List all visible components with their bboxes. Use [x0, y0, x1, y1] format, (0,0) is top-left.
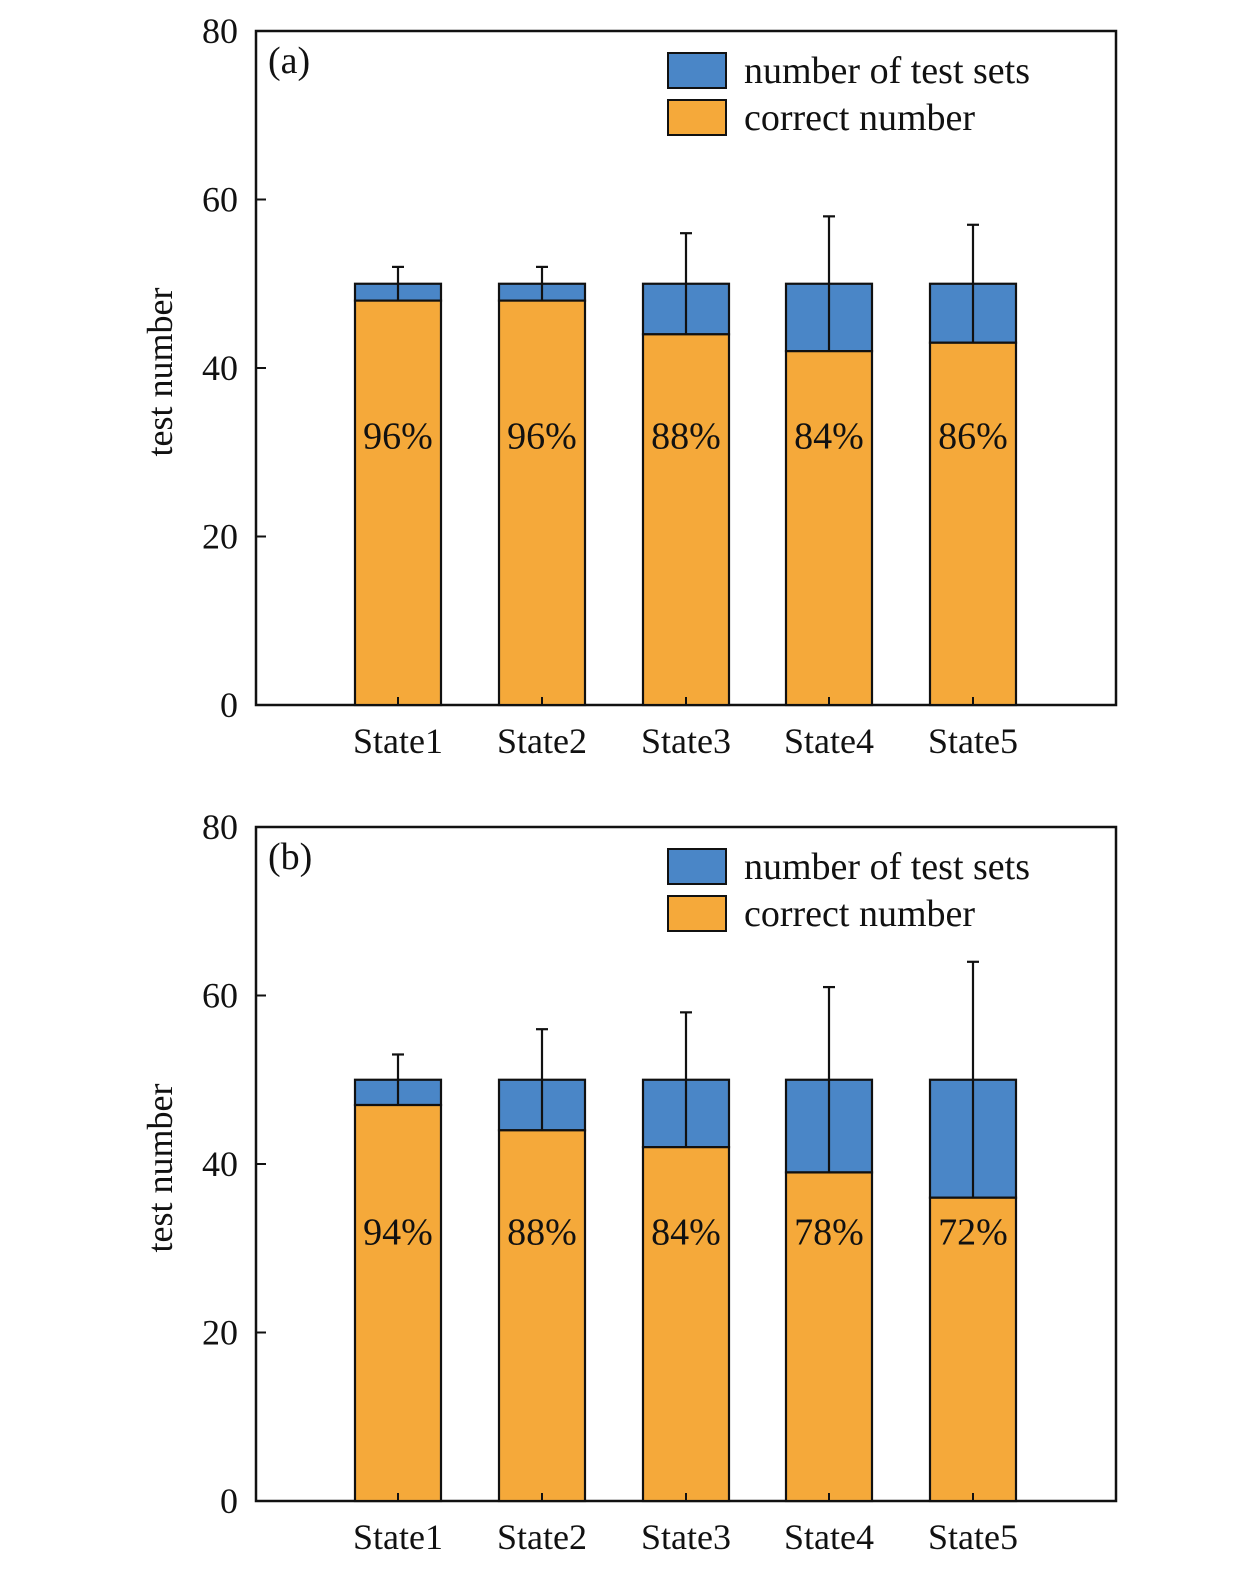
legend-swatch-total: [667, 52, 727, 89]
y-tick-label: 20: [202, 517, 238, 557]
bar-correct-state1: [353, 1103, 443, 1503]
x-tick-label-state3: State3: [641, 721, 731, 761]
legend-swatch-correct: [667, 99, 727, 136]
data-label-state5: 72%: [938, 1211, 1008, 1253]
data-label-state5: 86%: [938, 415, 1008, 457]
x-tick-label-state2: State2: [497, 721, 587, 761]
bar-correct-state2: [497, 1129, 587, 1503]
chart-panel-a: 0 20 40 60 80 test number (a) 96% State1 96% State…: [140, 11, 1118, 761]
y-tick-label: 40: [202, 348, 238, 388]
bar-correct-state4: [784, 350, 874, 707]
data-label-state4: 84%: [794, 415, 864, 457]
data-label-state2: 96%: [507, 415, 577, 457]
y-tick-label: 60: [202, 976, 238, 1016]
legend-swatch-correct: [667, 895, 727, 932]
legend-swatch-total: [667, 848, 727, 885]
y-axis-title: test number: [140, 1084, 180, 1253]
bar-correct-state3: [641, 333, 731, 707]
y-tick-label: 0: [220, 685, 238, 725]
y-tick-label: 20: [202, 1313, 238, 1353]
bar-correct-state5: [928, 1196, 1018, 1503]
y-tick-label: 60: [202, 180, 238, 220]
x-tick-label-state2: State2: [497, 1517, 587, 1557]
data-label-state2: 88%: [507, 1211, 577, 1253]
x-tick-label-state4: State4: [784, 721, 874, 761]
panel-label: (a): [268, 40, 310, 82]
y-axis-title: test number: [140, 288, 180, 457]
data-label-state3: 88%: [651, 415, 721, 457]
bar-correct-state2: [497, 299, 587, 707]
legend: number of test sets correct number: [667, 846, 1030, 935]
data-label-state4: 78%: [794, 1211, 864, 1253]
y-tick-label: 0: [220, 1481, 238, 1521]
y-tick-label: 80: [202, 807, 238, 847]
x-tick-label-state1: State1: [353, 1517, 443, 1557]
legend-label-total: number of test sets: [744, 846, 1030, 888]
y-tick-label: 40: [202, 1144, 238, 1184]
legend-label-total: number of test sets: [744, 50, 1030, 92]
panel-label: (b): [268, 836, 312, 878]
y-tick-label: 80: [202, 11, 238, 51]
legend-label-correct: correct number: [744, 893, 975, 935]
bar-correct-state5: [928, 341, 1018, 707]
data-label-state1: 94%: [363, 1211, 433, 1253]
bar-correct-state1: [353, 299, 443, 707]
legend: number of test sets correct number: [667, 50, 1030, 139]
x-tick-label-state1: State1: [353, 721, 443, 761]
bar-correct-state3: [641, 1146, 731, 1503]
x-tick-label-state5: State5: [928, 721, 1018, 761]
chart-panel-b: 0 20 40 60 80 test number (b) 94% State1 88% State…: [140, 807, 1118, 1557]
data-label-state1: 96%: [363, 415, 433, 457]
x-tick-label-state3: State3: [641, 1517, 731, 1557]
legend-label-correct: correct number: [744, 97, 975, 139]
data-label-state3: 84%: [651, 1211, 721, 1253]
x-tick-label-state5: State5: [928, 1517, 1018, 1557]
x-tick-label-state4: State4: [784, 1517, 874, 1557]
